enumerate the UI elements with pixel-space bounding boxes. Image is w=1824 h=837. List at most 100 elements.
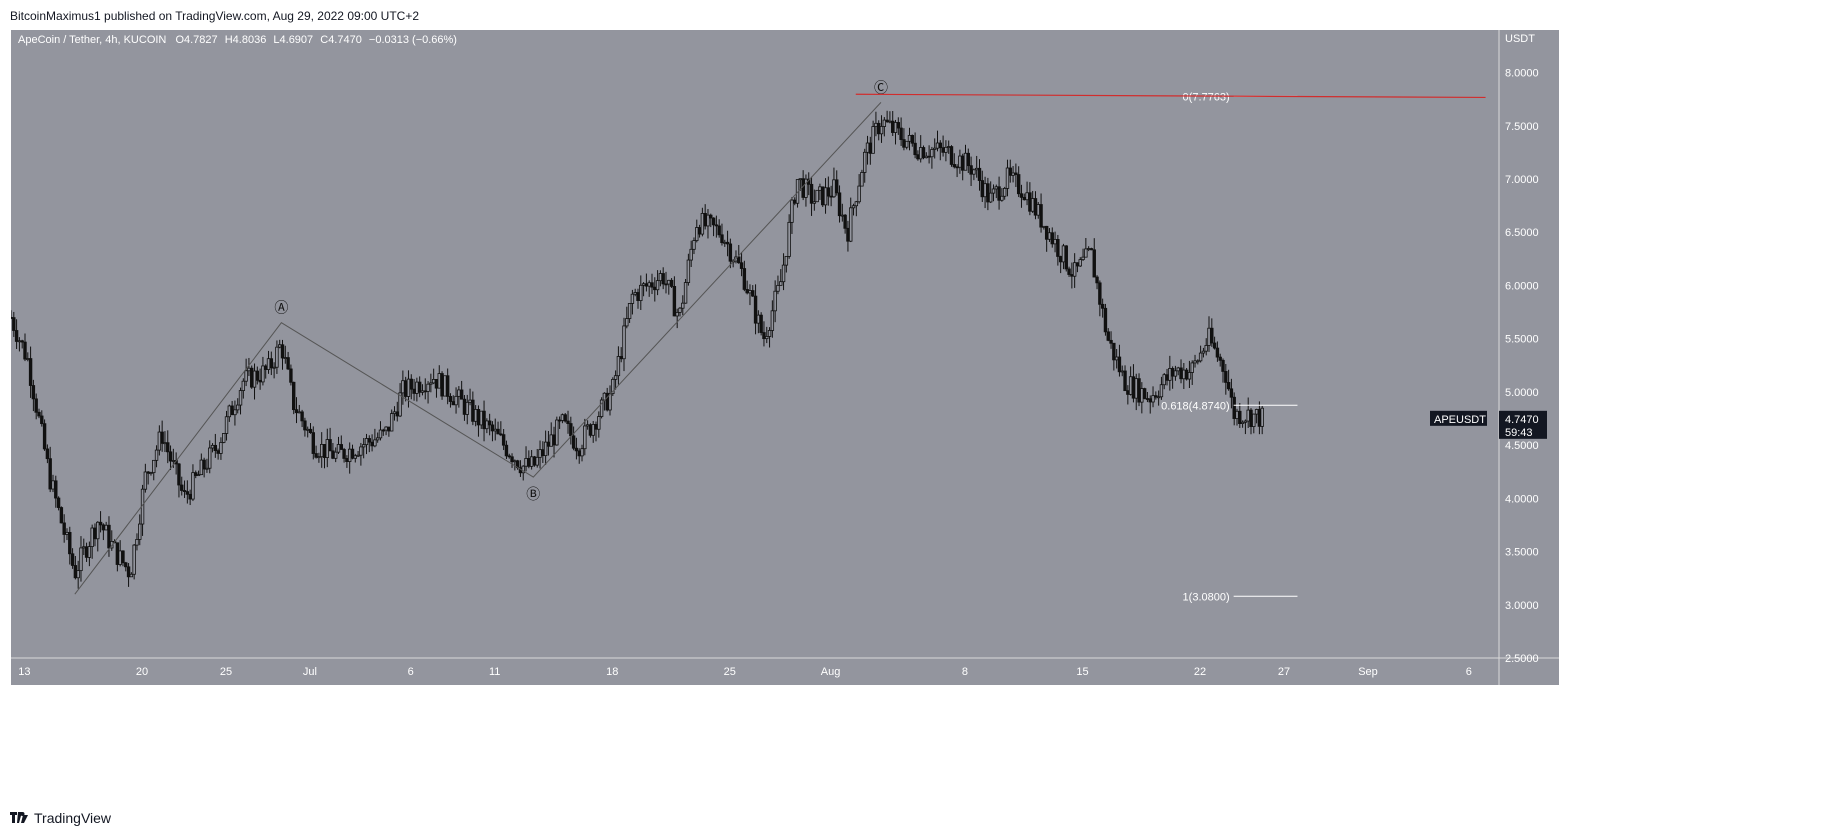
candle-body <box>1002 188 1007 197</box>
fib-level-label: 0.618(4.8740) <box>1161 400 1230 412</box>
candle-body <box>1176 367 1180 372</box>
candle-body <box>1148 398 1152 403</box>
candle-body <box>1120 370 1124 373</box>
candle-body <box>633 292 637 295</box>
candle-body <box>524 458 528 467</box>
candle-body <box>269 358 274 369</box>
candle-body <box>1193 360 1197 364</box>
price-tick-label: 4.0000 <box>1505 493 1539 505</box>
candle-body <box>272 366 276 369</box>
candle-body <box>552 434 556 446</box>
candle-body <box>560 414 565 421</box>
candle-body <box>991 188 996 194</box>
candle-body <box>185 491 190 495</box>
candle-body <box>527 458 531 467</box>
candle-body <box>28 358 33 386</box>
candle-body <box>695 227 699 241</box>
candle-body <box>675 312 679 317</box>
candle-body <box>616 356 621 377</box>
price-chart[interactable]: Ⓐ Ⓑ Ⓒ 0(7.7763) 0.618(4.8740) 1(3.0800) 8.00… <box>9 30 1786 798</box>
candle-body <box>129 573 134 578</box>
candle-body <box>17 340 22 343</box>
candle-body <box>14 330 19 342</box>
candle-body <box>546 441 551 447</box>
candle-body <box>798 178 803 181</box>
candle-body <box>406 378 411 397</box>
candle-body <box>308 428 313 434</box>
candle-body <box>171 460 176 462</box>
time-tick-label: 18 <box>606 666 618 678</box>
candle-body <box>1112 342 1116 361</box>
fibonacci-overlay: 0(7.7763) 0.618(4.8740) 1(3.0800) <box>855 91 1486 603</box>
candle-body <box>742 268 747 290</box>
candle-body <box>569 423 573 437</box>
candle-body <box>571 435 576 449</box>
candle-body <box>980 180 984 198</box>
time-axis[interactable]: 13 20 25 Jul 6 11 18 25 Aug 8 15 22 27 Sep 6 <box>18 666 1472 678</box>
candle-body <box>62 522 66 535</box>
candle-body <box>375 437 380 441</box>
candle-body <box>653 286 657 291</box>
candle-body <box>1109 339 1113 344</box>
candle-body <box>910 135 915 144</box>
candle-body <box>322 444 327 458</box>
candle-body <box>974 167 979 171</box>
candle-body <box>487 420 492 426</box>
candle-body <box>759 314 763 333</box>
candle-body <box>37 411 41 417</box>
candle-body <box>877 122 881 135</box>
candle-body <box>1117 356 1122 373</box>
candle-body <box>933 147 937 150</box>
candle-body <box>437 373 441 389</box>
bar-countdown: 59:43 <box>1505 427 1533 439</box>
time-tick-label: 11 <box>489 666 500 678</box>
candle-body <box>196 474 201 477</box>
candle-body <box>1033 198 1038 216</box>
candle-body <box>490 424 495 432</box>
time-tick-label: 13 <box>18 666 30 678</box>
candle-body <box>577 450 581 457</box>
chart-container[interactable]: Ⓐ Ⓑ Ⓒ 0(7.7763) 0.618(4.8740) 1(3.0800) 8.00… <box>9 30 1786 798</box>
candle-body <box>499 433 503 436</box>
candle-body <box>359 446 363 456</box>
symbol-badge-text: APEUSDT <box>1434 414 1486 426</box>
price-tick-label: 5.0000 <box>1505 387 1539 399</box>
candle-body <box>885 119 889 122</box>
price-axis[interactable]: 8.0000 7.5000 7.0000 6.5000 6.0000 5.5000 5.00… <box>1505 68 1539 665</box>
candle-body <box>314 453 318 458</box>
candle-body <box>26 358 30 360</box>
candle-body <box>1114 356 1119 361</box>
candle-body <box>1053 238 1057 245</box>
candle-body <box>1151 395 1155 403</box>
candle-body <box>1190 362 1194 373</box>
candle-body <box>1224 371 1228 383</box>
candle-body <box>40 415 44 425</box>
candle-body <box>1159 384 1164 398</box>
candle-body <box>213 444 218 452</box>
candle-body <box>465 401 469 415</box>
candle-body <box>1128 376 1133 395</box>
candle-body <box>1022 196 1026 201</box>
candle-body <box>278 344 282 348</box>
time-tick-label: 27 <box>1278 666 1290 678</box>
footer-brand[interactable]: TradingView <box>10 810 111 826</box>
candle-body <box>403 380 408 397</box>
candle-body <box>76 570 80 579</box>
candle-body <box>1142 388 1147 399</box>
candle-body <box>504 444 509 457</box>
wave-label: Ⓒ <box>874 79 888 95</box>
candle-body <box>846 227 850 242</box>
candle-body <box>952 164 956 168</box>
candle-body <box>703 213 707 227</box>
candle-body <box>300 411 304 422</box>
candle-body <box>1212 342 1217 349</box>
candle-body <box>781 264 786 283</box>
candle-body <box>913 142 917 156</box>
candle-body <box>317 456 321 459</box>
time-tick-label: 15 <box>1076 666 1088 678</box>
price-tick-label: 5.5000 <box>1505 334 1539 346</box>
candle-body <box>997 186 1001 201</box>
candle-body <box>440 373 444 397</box>
wave-label: Ⓐ <box>274 300 288 316</box>
candle-body <box>767 330 772 337</box>
